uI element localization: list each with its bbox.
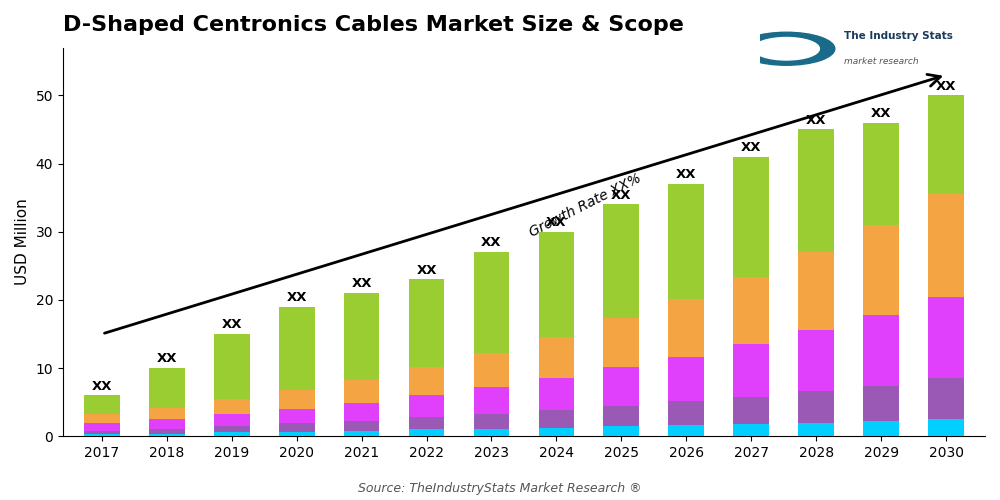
Bar bbox=[344, 420, 379, 431]
Text: XX: XX bbox=[157, 352, 177, 366]
Text: D-Shaped Centronics Cables Market Size & Scope: D-Shaped Centronics Cables Market Size &… bbox=[63, 15, 684, 35]
Bar bbox=[863, 315, 899, 386]
Bar bbox=[474, 414, 509, 429]
Text: XX: XX bbox=[416, 264, 437, 276]
Bar bbox=[474, 429, 509, 436]
Bar bbox=[149, 419, 185, 429]
Text: XX: XX bbox=[92, 380, 112, 392]
Bar bbox=[474, 252, 509, 353]
Text: Source: TheIndustryStats Market Research ®: Source: TheIndustryStats Market Research… bbox=[358, 482, 642, 495]
Bar bbox=[668, 184, 704, 299]
Bar bbox=[928, 194, 964, 296]
Bar bbox=[733, 278, 769, 344]
Text: XX: XX bbox=[806, 114, 826, 127]
Text: XX: XX bbox=[286, 291, 307, 304]
Text: XX: XX bbox=[351, 278, 372, 290]
Bar bbox=[733, 157, 769, 278]
Text: market research: market research bbox=[844, 57, 918, 66]
Bar bbox=[409, 430, 444, 436]
Text: The Industry Stats: The Industry Stats bbox=[844, 31, 952, 41]
Bar bbox=[214, 432, 250, 436]
Text: XX: XX bbox=[741, 141, 761, 154]
Bar bbox=[603, 406, 639, 426]
Bar bbox=[84, 414, 120, 424]
Bar bbox=[149, 434, 185, 436]
Bar bbox=[668, 356, 704, 401]
Bar bbox=[409, 280, 444, 366]
Bar bbox=[798, 330, 834, 392]
Bar bbox=[149, 429, 185, 434]
Bar bbox=[344, 403, 379, 420]
Bar bbox=[474, 387, 509, 414]
Bar bbox=[539, 410, 574, 428]
Bar bbox=[798, 252, 834, 330]
Bar bbox=[344, 293, 379, 380]
Circle shape bbox=[738, 32, 835, 65]
Bar bbox=[603, 368, 639, 406]
Bar bbox=[214, 426, 250, 432]
Bar bbox=[928, 378, 964, 419]
Text: XX: XX bbox=[676, 168, 697, 181]
Bar bbox=[279, 424, 315, 432]
Bar bbox=[863, 422, 899, 436]
Text: XX: XX bbox=[221, 318, 242, 332]
Bar bbox=[863, 225, 899, 315]
Circle shape bbox=[753, 38, 819, 60]
Bar bbox=[603, 204, 639, 318]
Bar bbox=[668, 424, 704, 436]
Bar bbox=[84, 431, 120, 434]
Bar bbox=[733, 344, 769, 397]
Bar bbox=[928, 419, 964, 436]
Bar bbox=[539, 232, 574, 338]
Bar bbox=[863, 386, 899, 422]
Text: XX: XX bbox=[871, 107, 891, 120]
Text: XX: XX bbox=[481, 236, 502, 250]
Bar bbox=[798, 130, 834, 252]
Text: XX: XX bbox=[546, 216, 567, 229]
Bar bbox=[928, 296, 964, 378]
Bar bbox=[668, 299, 704, 356]
Bar bbox=[279, 390, 315, 409]
Bar bbox=[344, 380, 379, 403]
Bar bbox=[928, 96, 964, 194]
Bar bbox=[344, 431, 379, 436]
Bar bbox=[84, 434, 120, 436]
Text: XX: XX bbox=[611, 188, 632, 202]
Bar bbox=[603, 318, 639, 368]
Bar bbox=[84, 424, 120, 431]
Bar bbox=[668, 401, 704, 424]
Bar bbox=[279, 306, 315, 390]
Y-axis label: USD Million: USD Million bbox=[15, 198, 30, 286]
Bar bbox=[279, 409, 315, 424]
Bar bbox=[409, 366, 444, 396]
Bar bbox=[539, 428, 574, 436]
Bar bbox=[539, 338, 574, 378]
Bar bbox=[539, 378, 574, 410]
Bar bbox=[409, 396, 444, 417]
Bar bbox=[798, 422, 834, 436]
Bar bbox=[409, 417, 444, 430]
Text: Growth Rate XX%: Growth Rate XX% bbox=[527, 171, 644, 239]
Bar bbox=[149, 408, 185, 419]
Bar bbox=[214, 334, 250, 400]
Bar bbox=[149, 368, 185, 408]
Bar bbox=[84, 396, 120, 414]
Text: XX: XX bbox=[936, 80, 956, 92]
Bar bbox=[474, 353, 509, 387]
Bar bbox=[798, 392, 834, 422]
Bar bbox=[214, 400, 250, 414]
Bar bbox=[863, 122, 899, 225]
Bar bbox=[733, 396, 769, 424]
Bar bbox=[603, 426, 639, 436]
Bar bbox=[214, 414, 250, 426]
Bar bbox=[279, 432, 315, 436]
Bar bbox=[733, 424, 769, 436]
